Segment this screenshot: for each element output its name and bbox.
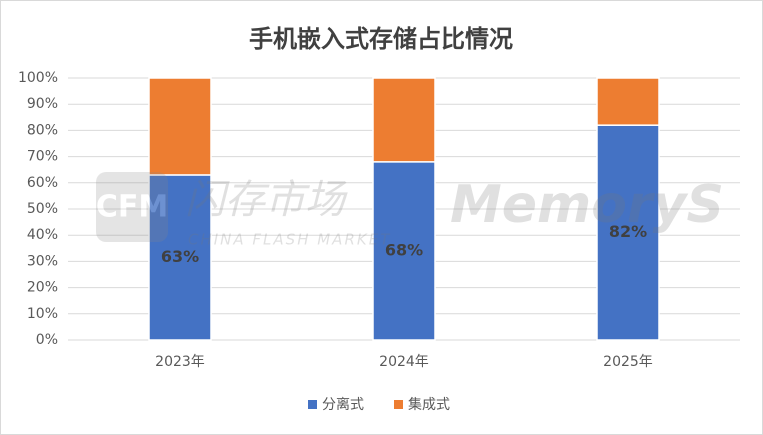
- legend-label: 集成式: [408, 396, 450, 413]
- y-tick-label: 40%: [27, 227, 58, 243]
- data-label: 63%: [161, 247, 199, 266]
- data-label: 82%: [609, 222, 647, 241]
- watermark-logo: [96, 172, 168, 242]
- data-label: 68%: [385, 240, 423, 259]
- y-tick-label: 10%: [27, 306, 58, 322]
- bar-segment: [596, 124, 660, 341]
- y-tick-label: 90%: [27, 96, 58, 112]
- bar-segment: [372, 161, 436, 341]
- legend-swatch: [394, 400, 403, 409]
- bar-segment: [148, 77, 212, 176]
- y-tick-label: 50%: [27, 201, 58, 217]
- y-tick-label: 60%: [27, 175, 58, 191]
- y-tick-label: 20%: [27, 280, 58, 296]
- watermark-text: MemoryS: [450, 175, 724, 235]
- y-tick-label: 0%: [36, 332, 58, 348]
- legend-label: 分离式: [322, 396, 364, 413]
- watermark-text: CHINA FLASH MARKET: [188, 231, 391, 249]
- chart-title: 手机嵌入式存储占比情况: [249, 25, 513, 53]
- legend-swatch: [308, 400, 317, 409]
- watermark-text: CFM: [96, 190, 168, 225]
- bar-segment: [148, 174, 212, 341]
- y-tick-label: 30%: [27, 253, 58, 269]
- y-tick-label: 80%: [27, 122, 58, 138]
- x-tick-label: 2023年: [155, 354, 205, 370]
- x-tick-label: 2025年: [603, 354, 653, 370]
- bar-segment: [372, 77, 436, 163]
- y-tick-label: 70%: [27, 149, 58, 165]
- bar-segment: [596, 77, 660, 126]
- watermark-text: 闪存市场: [185, 177, 348, 223]
- x-tick-label: 2024年: [379, 354, 429, 370]
- watermark: CFM 闪存市场 CHINA FLASH MARKET MemoryS: [96, 172, 724, 249]
- y-tick-label: 100%: [18, 70, 58, 86]
